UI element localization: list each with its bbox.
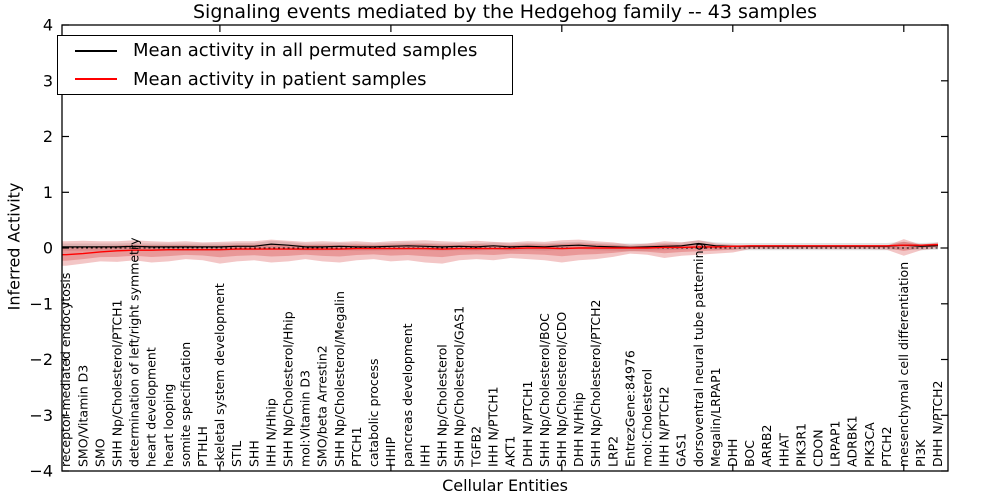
x-category-label: IHH N/PTCH2 bbox=[657, 386, 672, 467]
y-tick-label: −3 bbox=[29, 406, 53, 425]
x-category-label: heart development bbox=[144, 347, 159, 467]
x-category-label: SHH Np/Cholesterol/Hhip bbox=[281, 311, 296, 467]
x-category-label: receptor-mediated endocytosis bbox=[58, 273, 73, 467]
x-category-label: PI3K bbox=[913, 439, 928, 467]
x-category-label: determination of left/right symmetry bbox=[127, 237, 142, 467]
x-category-label: LRP2 bbox=[605, 436, 620, 467]
y-tick-label: 4 bbox=[43, 16, 53, 35]
x-category-label: HHAT bbox=[776, 433, 791, 467]
patient-line-sample-icon bbox=[75, 78, 117, 81]
x-category-label: ARRB2 bbox=[759, 425, 774, 467]
permuted-line-sample-icon bbox=[75, 49, 117, 52]
y-tick-label: −2 bbox=[29, 350, 53, 369]
x-category-label: skeletal system development bbox=[212, 283, 227, 467]
x-category-label: PTHLH bbox=[195, 426, 210, 467]
x-category-label: SHH Np/Cholesterol/PTCH2 bbox=[588, 300, 603, 468]
x-category-label: ADRBK1 bbox=[845, 415, 860, 467]
x-category-label: mol:Cholesterol bbox=[640, 369, 655, 467]
x-category-label: DHH N/PTCH1 bbox=[520, 381, 535, 467]
x-category-label: HHIP bbox=[383, 437, 398, 467]
x-category-label: EntrezGene:84976 bbox=[622, 350, 637, 467]
x-category-label: SHH Np/Cholesterol/CDO bbox=[554, 312, 569, 467]
x-axis-label: Cellular Entities bbox=[442, 476, 568, 495]
x-category-label: GAS1 bbox=[674, 433, 689, 467]
x-category-label: PIK3CA bbox=[862, 422, 877, 467]
legend-label-permuted: Mean activity in all permuted samples bbox=[133, 40, 478, 62]
x-category-label: SHH Np/Cholesterol/GAS1 bbox=[452, 306, 467, 467]
x-category-label: SHH Np/Cholesterol/BOC bbox=[537, 313, 552, 467]
x-category-label: SHH bbox=[246, 440, 261, 467]
x-category-label: SHH Np/Cholesterol/PTCH1 bbox=[110, 300, 125, 468]
x-category-label: somite specification bbox=[178, 342, 193, 467]
x-category-label: PTCH2 bbox=[879, 426, 894, 467]
x-category-label: dorsoventral neural tube patterning bbox=[691, 243, 706, 468]
x-category-label: SMO/Vitamin D3 bbox=[75, 365, 90, 467]
legend-label-patient: Mean activity in patient samples bbox=[133, 68, 427, 90]
x-category-label: SMO bbox=[92, 438, 107, 467]
y-tick-label: −1 bbox=[29, 294, 53, 313]
x-category-label: SHH Np/Cholesterol/Megalin bbox=[332, 291, 347, 467]
x-category-label: IHH N/PTCH1 bbox=[486, 386, 501, 467]
legend-row-permuted: Mean activity in all permuted samples bbox=[58, 37, 512, 65]
x-category-label: mesenchymal cell differentiation bbox=[896, 262, 911, 467]
x-category-label: mol:Vitamin D3 bbox=[298, 370, 313, 467]
legend-row-patient: Mean activity in patient samples bbox=[58, 65, 512, 93]
x-category-label: AKT1 bbox=[503, 436, 518, 467]
x-category-label: SHH Np/Cholesterol bbox=[434, 344, 449, 467]
x-category-label: DHH N/Hhip bbox=[571, 392, 586, 467]
y-tick-label: 3 bbox=[43, 71, 53, 90]
x-category-label: PTCH1 bbox=[349, 426, 364, 467]
y-axis-label: Inferred Activity bbox=[4, 182, 24, 311]
x-category-label: STIL bbox=[229, 441, 244, 467]
x-category-label: Megalin/LRPAP1 bbox=[708, 367, 723, 467]
x-category-label: CDON bbox=[811, 429, 826, 467]
x-category-label: IHH N/Hhip bbox=[263, 398, 278, 467]
x-category-label: DHH N/PTCH2 bbox=[930, 381, 945, 467]
y-tick-label: 2 bbox=[43, 127, 53, 146]
y-tick-label: 0 bbox=[43, 239, 53, 258]
x-category-label: catabolic process bbox=[366, 358, 381, 467]
x-category-label: BOC bbox=[742, 440, 757, 467]
x-category-label: LRPAP1 bbox=[828, 421, 843, 467]
chart-title: Signaling events mediated by the Hedgeho… bbox=[192, 1, 817, 23]
y-tick-label: 1 bbox=[43, 183, 53, 202]
legend: Mean activity in all permuted samples Me… bbox=[57, 35, 513, 95]
x-category-label: heart looping bbox=[161, 384, 176, 467]
y-tick-label: −4 bbox=[29, 462, 53, 481]
x-category-label: TGFB2 bbox=[469, 426, 484, 468]
x-category-label: SMO/beta Arrestin2 bbox=[315, 345, 330, 467]
x-category-label: IHH bbox=[417, 445, 432, 468]
x-category-label: DHH bbox=[725, 439, 740, 467]
patient-mean-line bbox=[62, 244, 939, 256]
x-category-label: pancreas development bbox=[400, 323, 415, 467]
x-category-label: PIK3R1 bbox=[793, 423, 808, 467]
